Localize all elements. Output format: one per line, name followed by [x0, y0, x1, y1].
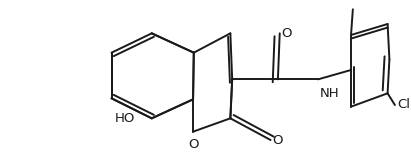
- Text: NH: NH: [320, 87, 340, 100]
- Text: Cl: Cl: [397, 98, 410, 111]
- Text: HO: HO: [115, 112, 135, 125]
- Text: O: O: [282, 27, 292, 40]
- Text: O: O: [188, 138, 199, 151]
- Text: O: O: [272, 133, 283, 146]
